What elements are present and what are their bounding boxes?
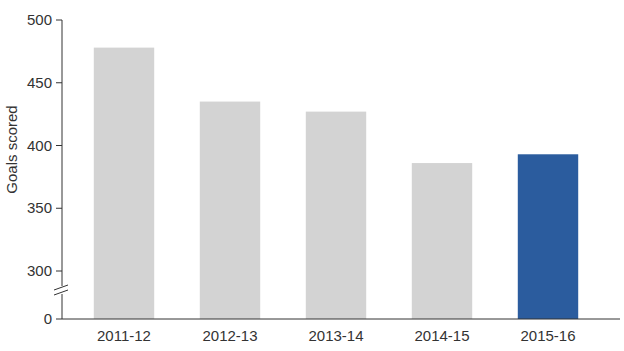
y-tick bbox=[56, 208, 62, 209]
chart: 0 300 350 400 450 500 2011-12 2012-13 2013-14 201… bbox=[0, 0, 624, 351]
axis-break bbox=[54, 285, 68, 295]
x-tick-label: 2014-15 bbox=[414, 327, 469, 344]
y-tick bbox=[56, 20, 62, 21]
y-axis-line bbox=[62, 20, 63, 319]
y-tick bbox=[56, 319, 62, 320]
bars bbox=[94, 48, 578, 319]
bar bbox=[412, 163, 472, 319]
y-tick-label: 350 bbox=[27, 199, 52, 216]
bar bbox=[94, 48, 154, 319]
x-tick-label: 2015-16 bbox=[520, 327, 575, 344]
x-tick-label: 2013-14 bbox=[308, 327, 363, 344]
bar bbox=[200, 102, 260, 319]
y-tick-label: 450 bbox=[27, 74, 52, 91]
y-axis-label: Goals scored bbox=[3, 105, 20, 193]
y-tick-label: 300 bbox=[27, 262, 52, 279]
y-tick-label: 0 bbox=[44, 310, 52, 327]
y-tick-label: 500 bbox=[27, 11, 52, 28]
bar bbox=[518, 154, 578, 319]
y-tick bbox=[56, 271, 62, 272]
x-tick-label: 2011-12 bbox=[97, 327, 151, 344]
y-tick bbox=[56, 82, 62, 83]
y-tick bbox=[56, 145, 62, 146]
bar bbox=[306, 112, 366, 319]
x-axis-line bbox=[62, 319, 620, 320]
y-tick-label: 400 bbox=[27, 137, 52, 154]
x-tick-label: 2012-13 bbox=[202, 327, 257, 344]
chart-container: 0 300 350 400 450 500 2011-12 2012-13 2013-14 201… bbox=[0, 0, 624, 351]
